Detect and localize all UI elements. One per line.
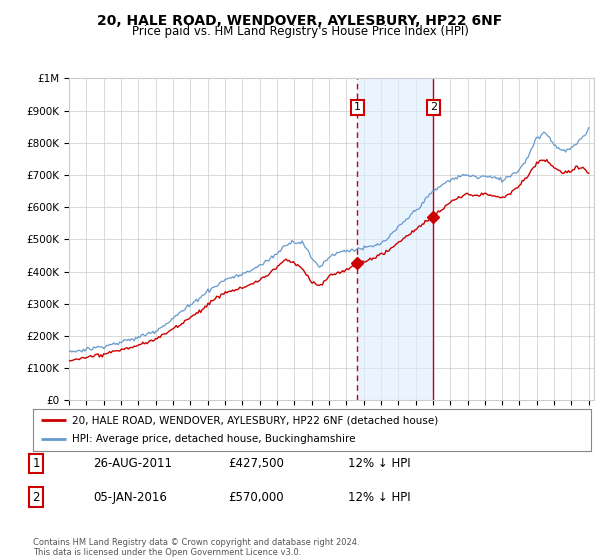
Text: 2: 2	[430, 102, 437, 113]
Text: 20, HALE ROAD, WENDOVER, AYLESBURY, HP22 6NF (detached house): 20, HALE ROAD, WENDOVER, AYLESBURY, HP22…	[72, 415, 439, 425]
Text: 1: 1	[32, 457, 40, 470]
Text: £427,500: £427,500	[228, 457, 284, 470]
Text: 12% ↓ HPI: 12% ↓ HPI	[348, 491, 410, 504]
Text: 20, HALE ROAD, WENDOVER, AYLESBURY, HP22 6NF: 20, HALE ROAD, WENDOVER, AYLESBURY, HP22…	[97, 14, 503, 28]
Text: HPI: Average price, detached house, Buckinghamshire: HPI: Average price, detached house, Buck…	[72, 435, 356, 445]
Bar	[358, 78, 433, 400]
Text: 1: 1	[354, 102, 361, 113]
Text: £570,000: £570,000	[228, 491, 284, 504]
Text: Price paid vs. HM Land Registry's House Price Index (HPI): Price paid vs. HM Land Registry's House …	[131, 25, 469, 38]
Text: Contains HM Land Registry data © Crown copyright and database right 2024.
This d: Contains HM Land Registry data © Crown c…	[33, 538, 359, 557]
Text: 26-AUG-2011: 26-AUG-2011	[93, 457, 172, 470]
Text: 05-JAN-2016: 05-JAN-2016	[93, 491, 167, 504]
Text: 12% ↓ HPI: 12% ↓ HPI	[348, 457, 410, 470]
Text: 2: 2	[32, 491, 40, 504]
